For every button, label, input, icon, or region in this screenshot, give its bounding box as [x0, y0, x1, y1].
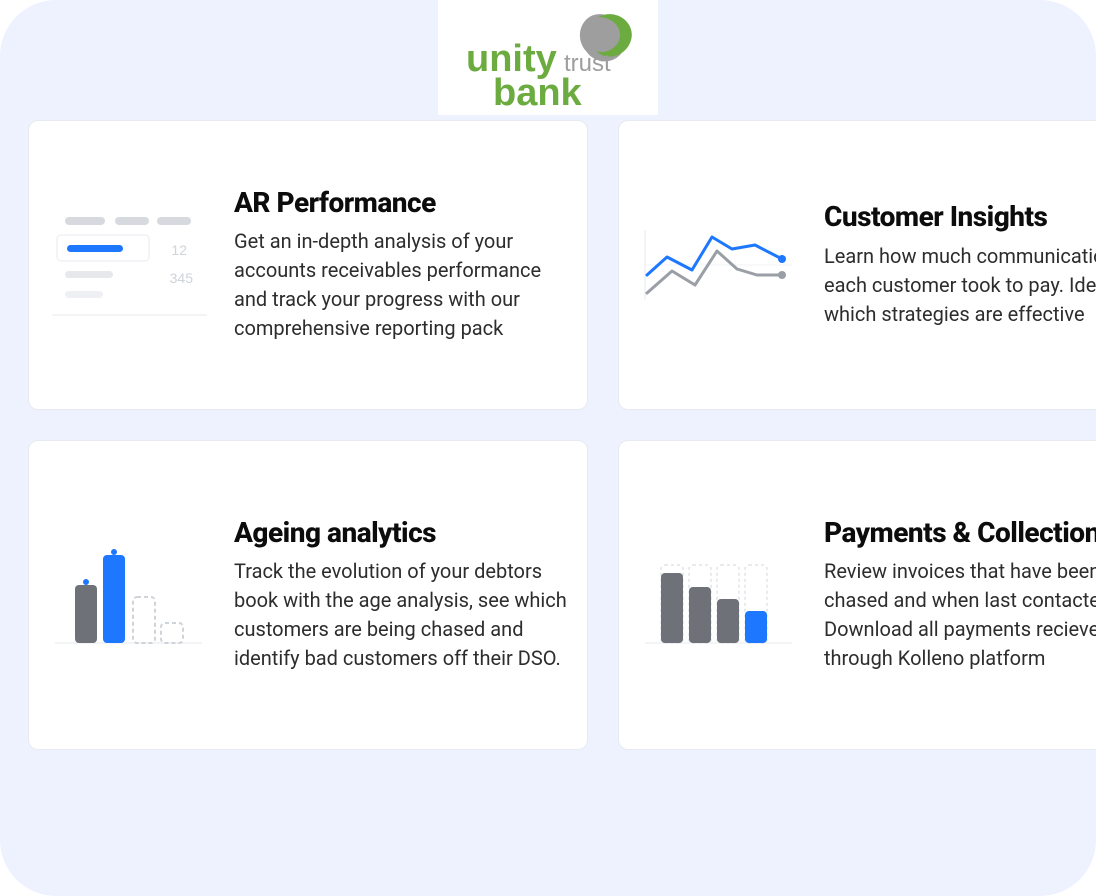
bar-chart-icon [47, 530, 212, 660]
feature-panel: unity trust bank 12 [0, 0, 1096, 896]
unity-trust-bank-logo-icon: unity trust bank [448, 5, 648, 110]
table-icon: 12 345 [47, 200, 212, 330]
card-desc: Track the evolution of your debtors book… [234, 557, 569, 673]
line-chart-icon [637, 200, 802, 330]
feature-cards-grid: 12 345 AR Performance Get an in-depth an… [28, 120, 1096, 750]
svg-text:345: 345 [170, 270, 194, 286]
feature-card-payments-collections[interactable]: Payments & Collections Review invoices t… [618, 440, 1096, 750]
card-title: Payments & Collections [824, 517, 1096, 549]
svg-text:12: 12 [171, 242, 187, 258]
feature-card-ageing-analytics[interactable]: Ageing analytics Track the evolution of … [28, 440, 588, 750]
bar-step-icon [637, 530, 802, 660]
feature-card-customer-insights[interactable]: Customer Insights Learn how much communi… [618, 120, 1096, 410]
feature-card-ar-performance[interactable]: 12 345 AR Performance Get an in-depth an… [28, 120, 588, 410]
card-desc: Review invoices that have been chased an… [824, 557, 1096, 673]
card-desc: Learn how much communication each custom… [824, 242, 1096, 329]
card-title: Ageing analytics [234, 517, 569, 549]
card-title: AR Performance [234, 187, 569, 219]
card-title: Customer Insights [824, 201, 1096, 233]
card-desc: Get an in-depth analysis of your account… [234, 227, 569, 343]
logo-word-bank: bank [493, 72, 583, 110]
logo-container: unity trust bank [438, 0, 658, 115]
